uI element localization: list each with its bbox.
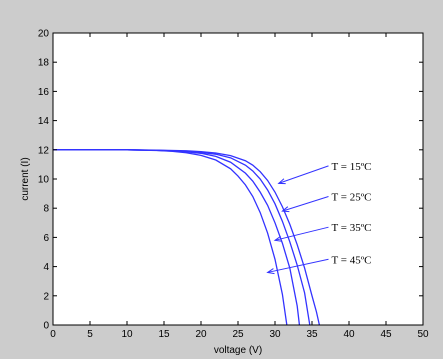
y-tick-label: 4 (43, 262, 49, 273)
x-tick-label: 50 (417, 329, 429, 340)
y-tick-label: 6 (43, 233, 49, 244)
y-tick-label: 18 (38, 58, 50, 69)
y-tick-label: 8 (43, 204, 49, 215)
annotation-arrowhead (281, 206, 290, 213)
y-tick-label: 10 (38, 175, 50, 186)
x-tick-label: 45 (380, 329, 392, 340)
annotation-arrowhead (266, 268, 275, 275)
x-tick-label: 40 (343, 329, 355, 340)
iv-curve-4 (53, 149, 288, 325)
temperature-label: T = 45ºC (332, 254, 372, 266)
x-tick-label: 15 (158, 329, 170, 340)
annotation-arrowhead (277, 178, 286, 185)
x-tick-label: 30 (269, 329, 281, 340)
annotations-layer: T = 15ºC T = 25ºC T = 35ºC T = 45ºC (266, 161, 372, 275)
x-axis-label: voltage (V) (214, 345, 262, 356)
x-tick-label: 0 (50, 329, 56, 340)
annotation-arrowhead (273, 235, 283, 242)
annotation-arrow (282, 196, 329, 212)
y-tick-label: 2 (43, 291, 49, 302)
curves-layer (53, 149, 321, 325)
x-tick-label: 5 (87, 329, 93, 340)
y-tick-label: 12 (38, 145, 50, 156)
y-tick-label: 20 (38, 29, 50, 40)
y-tick-label: 0 (43, 321, 49, 332)
x-tick-label: 20 (195, 329, 207, 340)
y-tick-label: 16 (38, 87, 50, 98)
temperature-label: T = 25ºC (332, 192, 372, 204)
temperature-label: T = 15ºC (332, 161, 372, 173)
x-tick-label: 25 (232, 329, 244, 340)
x-tick-label: 35 (306, 329, 318, 340)
x-tick-label: 10 (121, 329, 133, 340)
y-axis-label: current (I) (20, 157, 31, 200)
plot-frame (52, 32, 424, 326)
plot-area (53, 33, 423, 325)
annotation-arrow (267, 258, 329, 273)
annotation-arrow (278, 165, 329, 184)
y-tick-label: 14 (38, 116, 50, 127)
temperature-label: T = 35ºC (332, 222, 372, 234)
annotation-arrow (274, 226, 329, 241)
